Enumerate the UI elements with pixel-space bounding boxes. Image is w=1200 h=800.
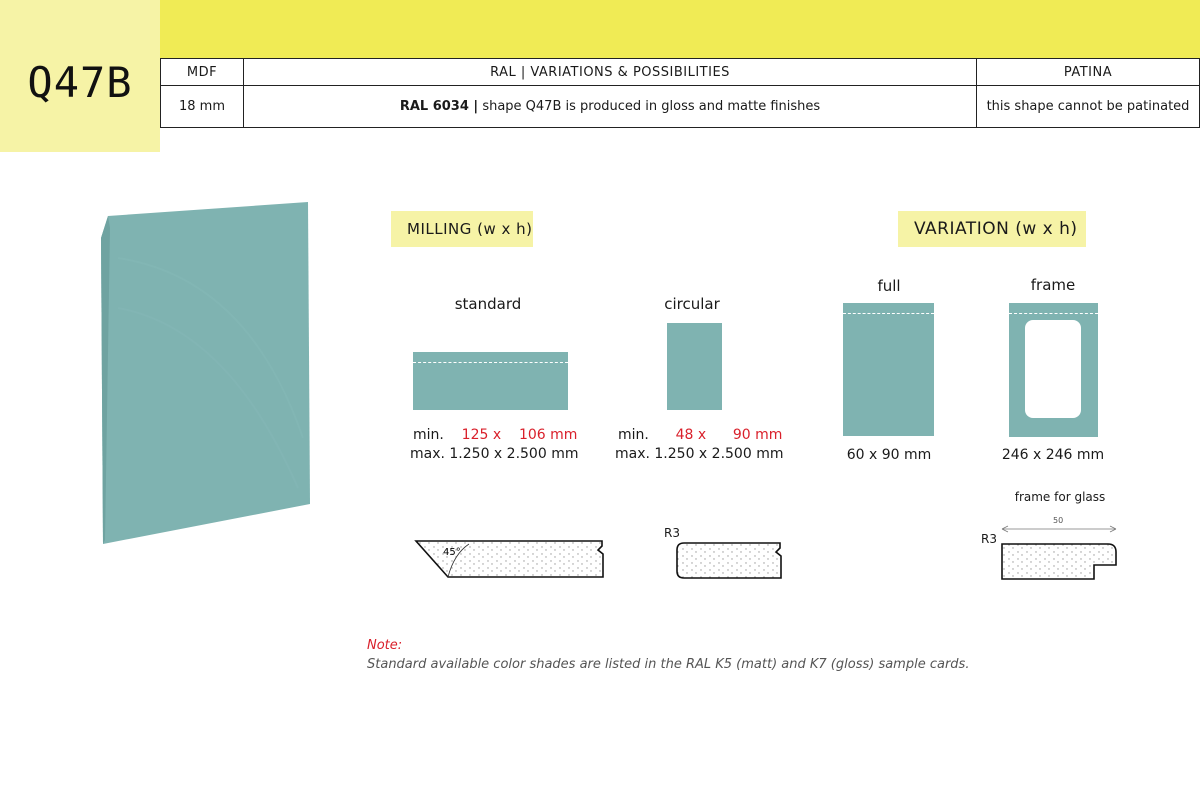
patina-value: this shape cannot be patinated (976, 85, 1200, 128)
col-material: MDF (160, 58, 244, 86)
standard-heading: standard (454, 295, 522, 313)
circular-max: max. 1.250 x 2.500 mm (615, 446, 784, 462)
ral-cell: RAL 6034 | shape Q47B is produced in glo… (243, 85, 977, 128)
col-patina: PATINA (976, 58, 1200, 86)
standard-milling-line (413, 362, 568, 363)
ral-description: shape Q47B is produced in gloss and matt… (482, 99, 821, 114)
standard-min-height: 106 mm (518, 427, 578, 443)
spec-table: MDF RAL | VARIATIONS & POSSIBILITIES PAT… (160, 58, 1200, 128)
standard-min-label: min. (413, 427, 444, 443)
standard-min-width: 125 x (461, 427, 502, 443)
full-size: 60 x 90 mm (846, 447, 932, 463)
standard-profile-angle: 45° (443, 547, 461, 558)
full-milling-line (843, 313, 934, 314)
full-heading: full (877, 277, 901, 295)
circular-min-line: min. 48 x 90 mm (618, 426, 798, 445)
circular-min-label: min. (618, 427, 649, 443)
frame-for-glass-heading: frame for glass (1014, 490, 1106, 504)
frame-size: 246 x 246 mm (1001, 447, 1105, 463)
glass-profile-radius: R3 (981, 532, 997, 546)
full-sample (843, 303, 934, 436)
glass-profile-drawing (1001, 525, 1117, 580)
frame-milling-line (1009, 313, 1098, 314)
milling-label: MILLING (w x h) (391, 211, 533, 247)
standard-sample (413, 352, 568, 410)
circular-heading: circular (664, 295, 720, 313)
frame-sample (1009, 303, 1098, 437)
note-title: Note: (367, 638, 403, 653)
milling-subtitle: (w x h) (477, 220, 533, 238)
standard-profile-drawing: 45° (414, 540, 604, 578)
circular-min-width: 48 x (675, 427, 707, 443)
door-panel-illustration (101, 202, 310, 544)
circular-profile-drawing (676, 542, 782, 579)
spec-header-row: MDF RAL | VARIATIONS & POSSIBILITIES PAT… (160, 58, 1200, 86)
note-text: Standard available color shades are list… (367, 657, 970, 672)
frame-opening (1025, 320, 1081, 418)
standard-max: max. 1.250 x 2.500 mm (410, 446, 579, 462)
ral-code: RAL 6034 | (399, 99, 479, 114)
milling-title: MILLING (407, 220, 472, 238)
spec-data-row: 18 mm RAL 6034 | shape Q47B is produced … (160, 85, 1200, 128)
thickness-value: 18 mm (160, 85, 244, 128)
variation-label: VARIATION (w x h) (898, 211, 1086, 247)
frame-heading: frame (1030, 276, 1076, 294)
standard-min-line: min. 125 x 106 mm (413, 426, 593, 445)
circular-profile-radius: R3 (664, 526, 680, 540)
product-code: Q47B (27, 58, 133, 107)
variation-subtitle: (w x h) (1015, 219, 1078, 239)
circular-sample (667, 323, 722, 410)
top-bar (160, 0, 1200, 58)
standard-dimensions: min. 125 x 106 mm max. 1.250 x 2.500 mm (410, 426, 593, 464)
glass-profile-dimension: 50 (1053, 516, 1064, 525)
product-code-box (0, 0, 160, 152)
circular-dimensions: min. 48 x 90 mm max. 1.250 x 2.500 mm (615, 426, 798, 464)
col-ral: RAL | VARIATIONS & POSSIBILITIES (243, 58, 977, 86)
circular-min-height: 90 mm (732, 427, 783, 443)
variation-title: VARIATION (914, 219, 1010, 239)
